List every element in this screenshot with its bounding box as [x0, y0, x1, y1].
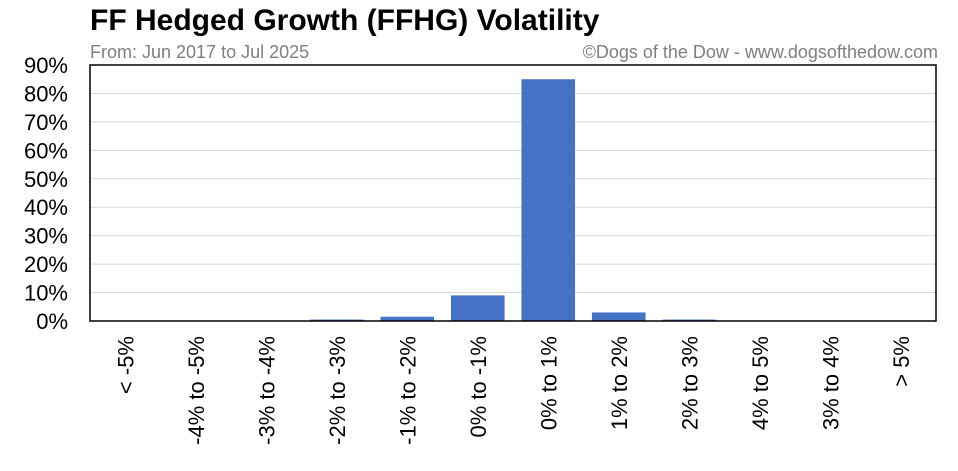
bar [450, 295, 505, 321]
x-tick-label: < -5% [113, 336, 138, 394]
x-tick-label: 0% to -1% [466, 336, 491, 438]
x-tick-label: 3% to 4% [818, 336, 843, 430]
y-tick-label: 90% [24, 53, 68, 78]
bar-series [309, 79, 717, 321]
chart-credit: ©Dogs of the Dow - www.dogsofthedow.com [582, 42, 938, 62]
x-tick-label: -4% to -5% [184, 336, 209, 445]
x-tick-label: -3% to -4% [254, 336, 279, 445]
y-tick-label: 30% [24, 224, 68, 249]
x-tick-label: 0% to 1% [536, 336, 561, 430]
plot-frame [89, 64, 937, 322]
y-tick-label: 50% [24, 167, 68, 192]
bar [521, 79, 576, 321]
grid-lines [90, 92, 936, 294]
bar [591, 312, 646, 321]
x-tick-label: 1% to 2% [607, 336, 632, 430]
x-axis-ticks: < -5% -4% to -5% -3% to -4% -2% to -3% -1% t… [113, 336, 914, 445]
bar [380, 316, 435, 321]
x-tick-label: > 5% [889, 336, 914, 387]
chart-subtitle: From: Jun 2017 to Jul 2025 [90, 42, 310, 62]
x-tick-label: 4% to 5% [748, 336, 773, 430]
x-tick-label: -2% to -3% [325, 336, 350, 445]
chart-title: FF Hedged Growth (FFHG) Volatility [90, 4, 600, 37]
y-tick-label: 60% [24, 138, 68, 163]
y-tick-label: 20% [24, 252, 68, 277]
y-axis-ticks: 0% 10% 20% 30% 40% 50% 60% 70% 80% 90% [24, 53, 68, 334]
y-tick-label: 10% [24, 281, 68, 306]
x-tick-label: -1% to -2% [395, 336, 420, 445]
y-tick-label: 80% [24, 81, 68, 106]
y-tick-label: 0% [36, 309, 68, 334]
y-tick-label: 70% [24, 110, 68, 135]
x-tick-label: 2% to 3% [677, 336, 702, 430]
y-tick-label: 40% [24, 195, 68, 220]
